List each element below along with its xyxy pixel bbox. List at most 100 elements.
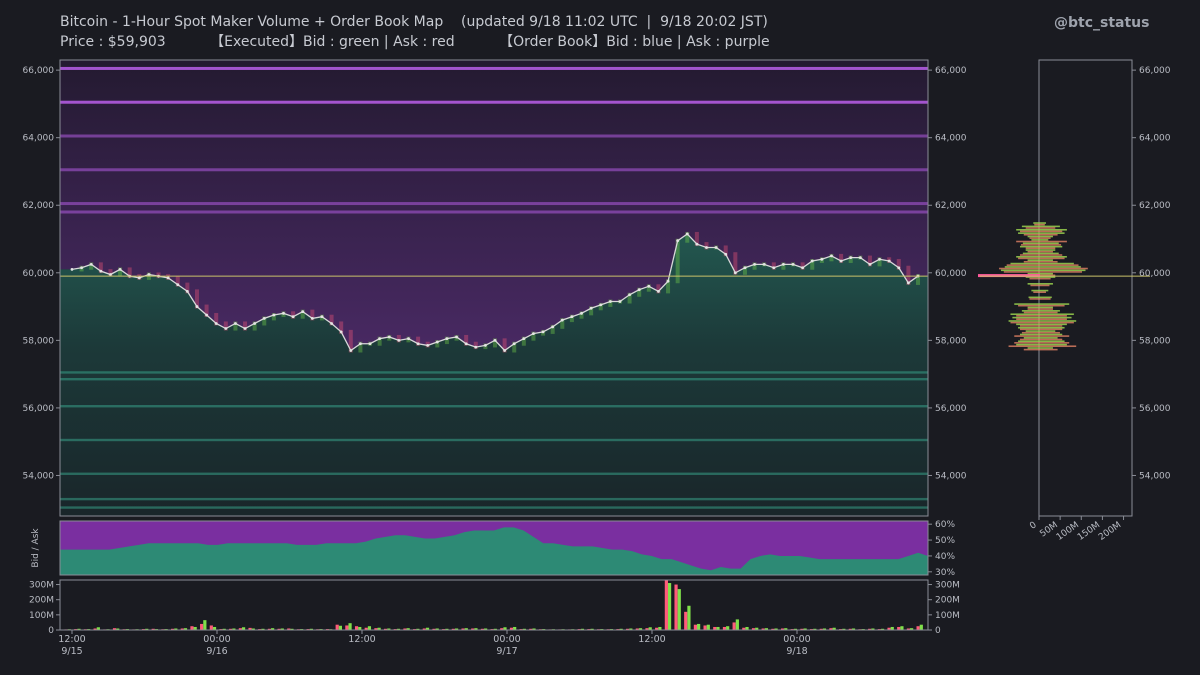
candle-69 xyxy=(733,252,738,275)
profile-bid-bar xyxy=(1010,262,1074,265)
profile-bid-bar xyxy=(1027,283,1053,285)
price-point xyxy=(416,342,420,346)
price-point xyxy=(782,262,785,266)
price-point xyxy=(762,262,766,266)
ratio-tick-label: 50% xyxy=(935,536,955,546)
price-point xyxy=(493,338,497,342)
price-point xyxy=(176,283,180,287)
volume-bid-bar xyxy=(755,627,759,630)
candle-63 xyxy=(675,238,680,284)
profile-ask-bar xyxy=(1021,331,1060,334)
profile-bid-bar xyxy=(1027,259,1053,261)
profile-ask-bar xyxy=(1027,308,1053,310)
x-tick-time: 12:00 xyxy=(638,634,665,645)
volume-right-tick-label: 200M xyxy=(935,596,960,606)
volume-ask-bar xyxy=(500,628,504,630)
profile-ask-bar xyxy=(1029,237,1051,239)
price-point xyxy=(378,337,382,341)
volume-ask-bar xyxy=(238,628,242,630)
price-point xyxy=(407,337,410,341)
volume-ask-bar xyxy=(626,628,630,630)
profile-bid-bar xyxy=(1021,310,1060,312)
volume-bid-bar xyxy=(822,628,827,630)
volume-bid-bar xyxy=(116,628,120,630)
ratio-tick-label: 30% xyxy=(935,568,955,578)
price-point xyxy=(801,266,805,270)
ask-wall-5 xyxy=(60,210,928,214)
price-point xyxy=(80,266,84,270)
profile-ask-bar xyxy=(1025,227,1056,229)
profile-bid-bar xyxy=(1022,242,1059,245)
price-point xyxy=(618,300,622,303)
profile-ask-bar xyxy=(1010,321,1074,324)
volume-bid-bar xyxy=(493,628,497,630)
x-tick-time: 12:00 xyxy=(348,634,375,645)
profile-bid-bar xyxy=(1008,320,1077,322)
profile-y-tick-label: 64,000 xyxy=(1139,134,1171,144)
volume-bid-bar xyxy=(851,628,856,630)
volume-ask-bar xyxy=(112,628,117,630)
profile-bid-bar xyxy=(1031,289,1049,292)
profile-bid-bar xyxy=(1018,326,1065,329)
volume-ask-bar xyxy=(422,628,426,630)
candle-13 xyxy=(194,289,199,309)
volume-ask-bar xyxy=(674,584,678,630)
price-point xyxy=(599,303,603,307)
price-point xyxy=(589,306,593,310)
candle-76 xyxy=(800,262,805,270)
y-right-tick-label: 62,000 xyxy=(935,201,967,211)
author-handle[interactable]: @btc_status xyxy=(1054,15,1150,31)
volume-bid-bar xyxy=(222,628,226,630)
price-point xyxy=(676,239,680,243)
candle-53 xyxy=(579,311,584,319)
volume-bid-bar xyxy=(638,628,643,630)
profile-bid-bar xyxy=(1016,343,1067,346)
candle-47 xyxy=(521,336,526,346)
volume-ask-bar xyxy=(897,626,901,630)
price-point xyxy=(455,335,458,339)
profile-ask-bar xyxy=(1029,277,1051,280)
volume-bid-bar xyxy=(377,627,381,630)
bid-ask-ratio-panel: Bid / Ask 60% 50% 40% 30% xyxy=(31,520,955,578)
x-tick-time: 00:00 xyxy=(493,634,520,645)
volume-bid-bar xyxy=(464,628,468,630)
price-point xyxy=(185,289,189,293)
bid-wall-5 xyxy=(60,497,928,501)
volume-bid-bar xyxy=(241,627,246,630)
y-right-tick-label: 56,000 xyxy=(935,404,967,414)
price-point xyxy=(310,317,314,320)
price-point xyxy=(118,268,122,271)
candle-3 xyxy=(98,262,103,274)
volume-ask-bar xyxy=(703,625,707,630)
volume-ask-bar xyxy=(693,624,698,630)
y-left-tick-label: 66,000 xyxy=(23,66,55,76)
profile-bid-bar xyxy=(1033,222,1046,224)
candle-88 xyxy=(916,274,920,285)
profile-bid-bar xyxy=(1027,347,1053,349)
profile-bid-bar xyxy=(1022,252,1059,255)
price-point xyxy=(772,266,776,270)
profile-bid-bar xyxy=(1025,276,1056,278)
volume-left-tick-label: 0 xyxy=(48,626,54,636)
volume-bid-bar xyxy=(774,628,778,630)
ratio-tick-label: 40% xyxy=(935,552,955,562)
profile-bid-bar xyxy=(1019,245,1063,248)
candle-66 xyxy=(704,242,709,250)
candle-79 xyxy=(829,253,834,262)
price-point xyxy=(320,315,324,319)
volume-bid-bar xyxy=(183,628,188,630)
profile-ask-bar xyxy=(1023,311,1058,314)
volume-bid-bar xyxy=(271,628,275,630)
candle-59 xyxy=(637,287,642,297)
ask-wall-4 xyxy=(60,202,928,206)
volume-ask-bar xyxy=(713,626,717,630)
profile-panel-frame xyxy=(1038,59,1133,517)
price-point xyxy=(349,349,353,352)
profile-bid-bar xyxy=(1018,340,1065,343)
ask-wall-0 xyxy=(60,66,928,70)
profile-bid-bar xyxy=(1000,269,1086,272)
volume-bid-bar xyxy=(348,623,352,630)
bid-wall-6 xyxy=(60,506,928,509)
volume-bid-bar xyxy=(532,628,536,630)
